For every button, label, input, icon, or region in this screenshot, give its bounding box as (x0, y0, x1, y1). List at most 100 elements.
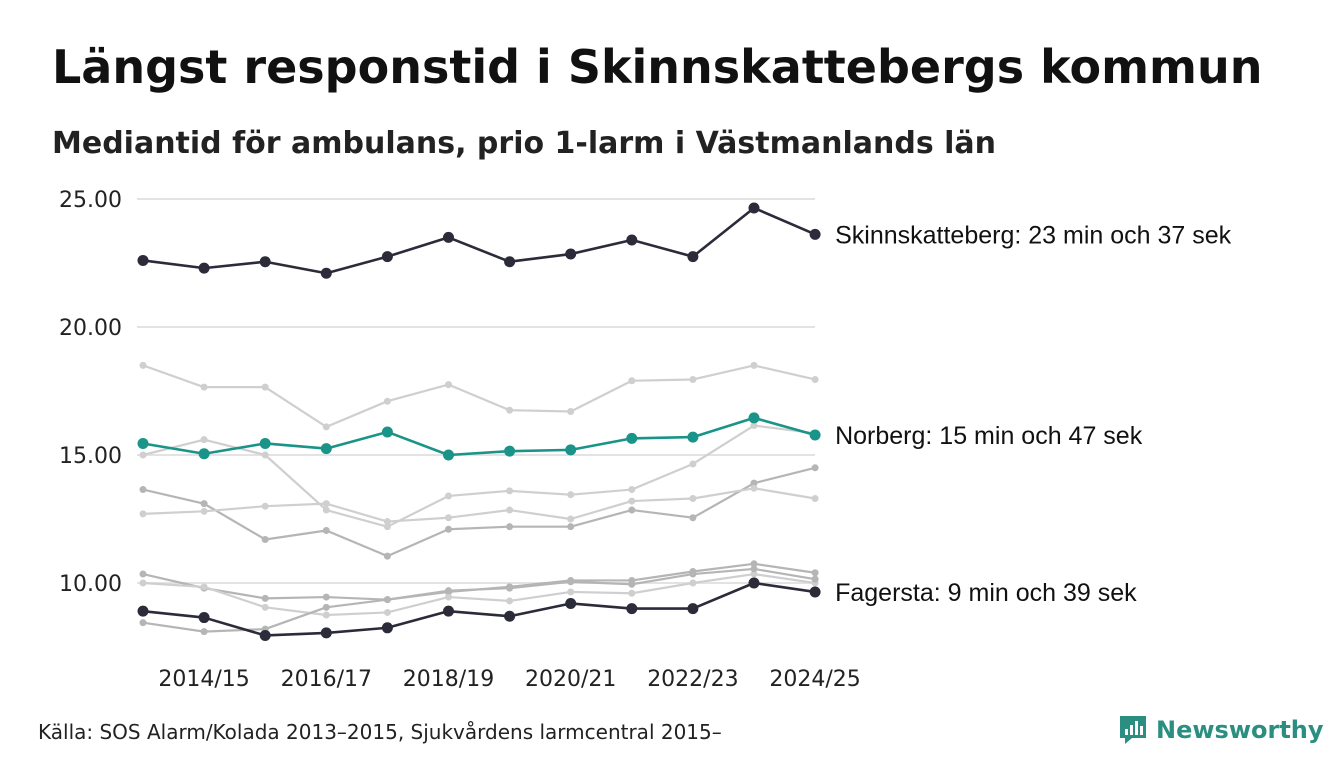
data-point (259, 256, 271, 268)
data-point (139, 451, 147, 459)
data-point (445, 381, 452, 389)
data-point (504, 256, 516, 268)
data-point (504, 445, 516, 457)
data-point (198, 448, 210, 460)
data-point (322, 603, 330, 611)
data-point (320, 443, 332, 455)
series-end-label: Norberg: 15 min och 47 sek (835, 422, 1143, 450)
data-point (139, 510, 147, 518)
data-point (200, 436, 208, 444)
data-point (750, 422, 758, 430)
data-point (137, 605, 149, 617)
data-point (320, 267, 332, 279)
y-tick-label: 20.00 (59, 316, 122, 341)
series-line (142, 424, 816, 528)
data-point (381, 251, 393, 263)
data-point (261, 502, 269, 510)
source-note: Källa: SOS Alarm/Kolada 2013–2015, Sjukv… (38, 720, 722, 744)
data-point (198, 262, 210, 274)
data-point (628, 506, 636, 514)
data-point (748, 202, 760, 214)
series-kommun-b (139, 422, 819, 531)
x-tick-label: 2022/23 (647, 667, 738, 692)
x-tick-label: 2016/17 (281, 667, 372, 692)
data-point (567, 407, 575, 415)
data-point (750, 570, 758, 578)
data-point (383, 523, 391, 531)
data-point (137, 254, 149, 266)
data-point (689, 375, 697, 383)
data-point (750, 479, 758, 487)
data-point (565, 444, 577, 456)
series-line (142, 466, 816, 558)
data-point (383, 552, 391, 560)
series-kommun-f (139, 570, 819, 619)
data-point (259, 629, 271, 641)
data-point (445, 525, 452, 533)
data-point (750, 484, 758, 492)
data-point (567, 523, 575, 531)
series-line (142, 567, 816, 633)
data-point (139, 619, 147, 627)
series-kommun-d (139, 484, 819, 526)
data-point (322, 527, 330, 535)
data-point (261, 451, 269, 459)
data-point (750, 361, 758, 369)
x-tick-label: 2024/25 (769, 667, 860, 692)
data-point (445, 587, 452, 595)
data-point (139, 361, 147, 369)
y-tick-label: 15.00 (59, 444, 122, 469)
series-end-label: Fagersta: 9 min och 39 sek (835, 579, 1137, 607)
data-point (259, 437, 271, 449)
data-point (261, 383, 269, 391)
data-point (750, 565, 758, 573)
data-point (689, 570, 697, 578)
data-point (689, 495, 697, 503)
series-line (142, 562, 816, 601)
data-point (811, 375, 819, 383)
series-line (142, 416, 816, 457)
data-point (687, 251, 699, 263)
series-line (142, 572, 816, 617)
data-point (322, 611, 330, 619)
data-point (809, 228, 821, 240)
data-point (628, 589, 636, 597)
x-tick-label: 2020/21 (525, 667, 616, 692)
data-point (506, 584, 514, 592)
data-point (445, 593, 452, 601)
series-line (142, 206, 816, 275)
data-point (567, 588, 575, 596)
data-point (628, 497, 636, 505)
series-norberg (137, 412, 821, 461)
data-point (261, 603, 269, 611)
data-point (567, 491, 575, 499)
series-line (142, 487, 816, 523)
data-point (567, 515, 575, 523)
data-point (811, 495, 819, 503)
newsworthy-logo-icon (1120, 716, 1146, 744)
data-point (139, 579, 147, 587)
data-point (687, 431, 699, 443)
series-kommun-g (139, 565, 819, 636)
data-point (809, 429, 821, 441)
data-point (200, 507, 208, 515)
series-end-label: Skinnskatteberg: 23 min och 37 sek (835, 221, 1232, 249)
data-point (565, 597, 577, 609)
brand-logo: Newsworthy (1118, 714, 1324, 746)
data-point (689, 579, 697, 587)
data-point (811, 464, 819, 472)
data-point (626, 234, 638, 246)
series-kommun-a (139, 361, 819, 431)
data-point (445, 514, 452, 522)
data-point (322, 500, 330, 508)
data-point (628, 377, 636, 385)
data-point (626, 603, 638, 615)
series-kommun-e (139, 560, 819, 604)
series-fagersta (137, 577, 821, 641)
data-point (811, 575, 819, 583)
brand-name: Newsworthy (1156, 716, 1324, 744)
data-point (443, 231, 454, 243)
series-skinnskatteberg (137, 202, 821, 279)
data-point (748, 577, 760, 589)
